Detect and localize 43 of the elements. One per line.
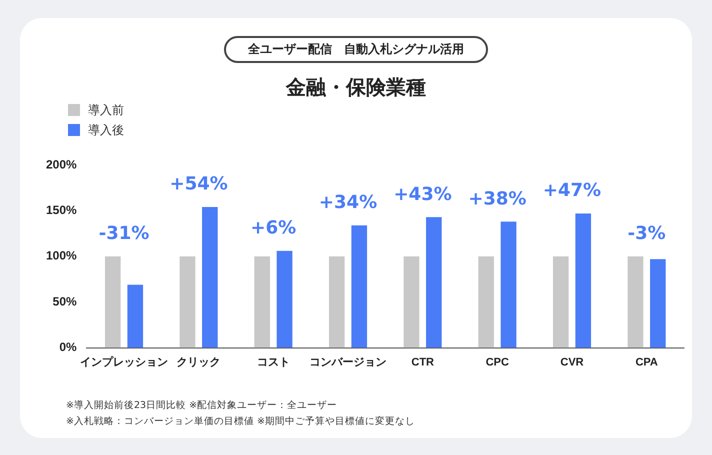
bar — [426, 217, 442, 348]
bar — [254, 256, 270, 348]
text: ※導入開始前後23日間比較 ※配信対象ユーザー：全ユーザー — [66, 399, 338, 413]
annotation: +47% — [542, 180, 602, 202]
x-tick-label: CTR — [411, 356, 434, 368]
x-tick-label: インプレッション — [80, 355, 168, 368]
x-tick-label: CPC — [486, 356, 510, 368]
x-tick-label: CVR — [560, 356, 584, 368]
legend-label: 導入前 — [87, 102, 124, 118]
x-tick-label: CPA — [635, 356, 658, 368]
bar — [478, 256, 494, 348]
x-tick-label: コスト — [256, 356, 290, 368]
legend-label: 導入後 — [87, 122, 124, 138]
bar — [500, 222, 516, 348]
annotation: +38% — [468, 188, 526, 210]
y-tick-label: 0% — [59, 340, 78, 354]
bar — [276, 250, 292, 348]
bar — [628, 256, 644, 348]
annotation: +6% — [250, 218, 296, 239]
bar — [202, 207, 218, 348]
annotation: -3% — [628, 223, 666, 244]
bar — [180, 256, 196, 348]
y-tick-label: 150% — [46, 203, 78, 218]
x-tick-label: クリック — [176, 356, 221, 368]
chart-title: 金融・保険業種 — [284, 74, 427, 101]
annotation: +43% — [394, 184, 452, 205]
y-tick-label: 50% — [52, 294, 78, 308]
bar — [328, 256, 345, 348]
annotation: -31% — [98, 223, 150, 244]
text: ※入札戦略：コンバージョン単価の目標値 ※期間中ご予算や目標値に変更なし — [66, 415, 415, 429]
chart-subtitle: 全ユーザー配信 自動入札シグナル活用 — [224, 36, 488, 63]
bar — [552, 256, 569, 348]
bar — [127, 284, 144, 348]
annotation: +54% — [170, 174, 228, 195]
bar — [404, 256, 420, 348]
annotation: +34% — [318, 192, 378, 213]
bar — [650, 259, 666, 348]
y-tick-label: 100% — [46, 248, 78, 263]
y-tick-label: 200% — [46, 157, 78, 172]
bar — [104, 256, 121, 348]
bar — [575, 213, 592, 348]
bar — [351, 225, 368, 348]
x-tick-label: コンバージョン — [310, 356, 387, 368]
